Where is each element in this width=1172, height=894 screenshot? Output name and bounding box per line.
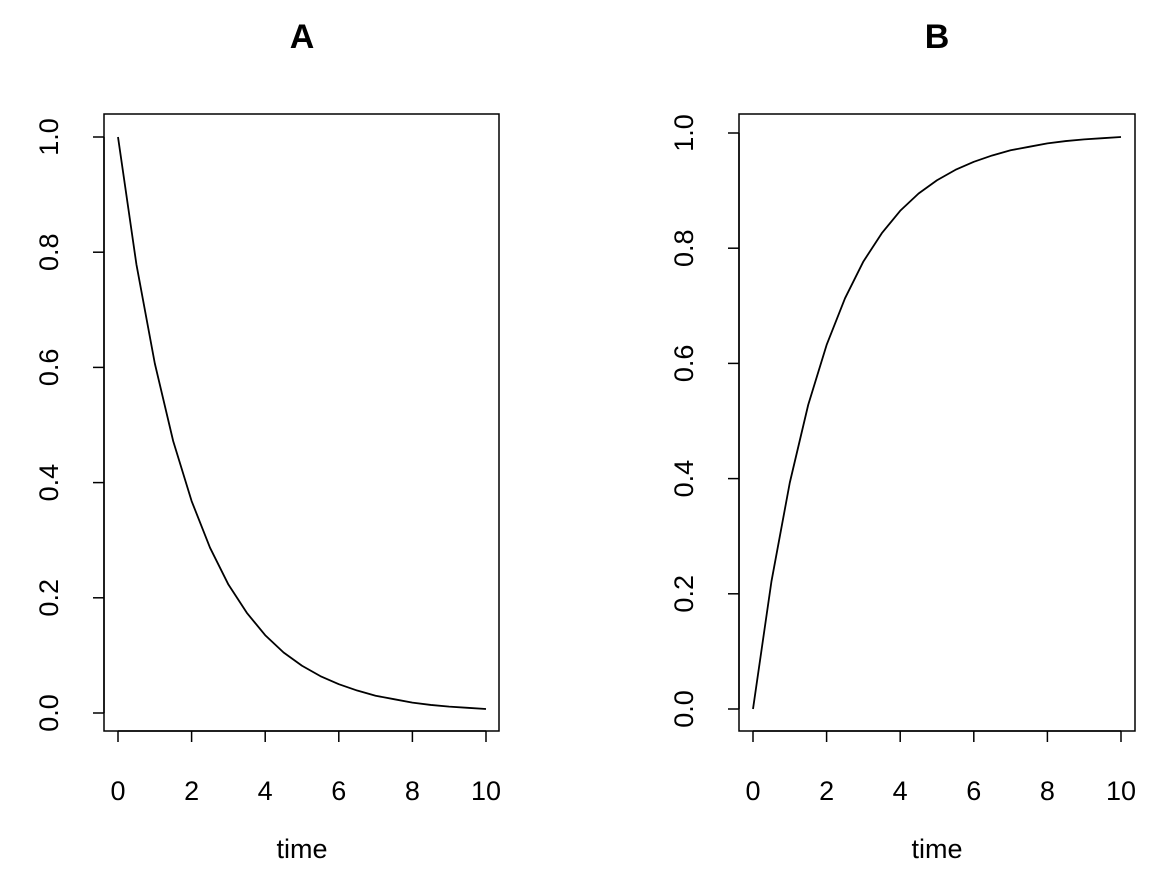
x-tick-label: 10 [1106, 776, 1136, 806]
y-tick-label: 0.4 [669, 460, 699, 498]
y-tick-label: 0.8 [669, 229, 699, 267]
x-tick-label: 8 [405, 776, 420, 806]
y-tick-label: 0.6 [669, 345, 699, 383]
plot-frame [738, 113, 1136, 732]
x-axis: 0 2 4 6 8 10 [110, 730, 501, 806]
x-tick-label: 8 [1040, 776, 1055, 806]
y-tick-label: 0.4 [34, 464, 64, 502]
y-tick-label: 0.2 [34, 579, 64, 617]
series-line [117, 136, 487, 710]
panel-a: A time 0 2 4 6 8 10 0.0 0.2 0.4 0.6 0.8 1.0 [34, 18, 501, 864]
x-tick-label: 2 [184, 776, 199, 806]
y-axis: 0.0 0.2 0.4 0.6 0.8 1.0 [669, 114, 740, 728]
y-tick-label: 1.0 [669, 114, 699, 152]
y-tick-label: 0.8 [34, 233, 64, 271]
y-tick-label: 1.0 [34, 118, 64, 156]
x-tick-label: 0 [110, 776, 125, 806]
y-tick-label: 0.0 [34, 694, 64, 732]
x-tick-label: 4 [893, 776, 908, 806]
x-axis: 0 2 4 6 8 10 [745, 730, 1136, 806]
panel-b: B time 0 2 4 6 8 10 0.0 0.2 0.4 0.6 0.8 1.0 [669, 18, 1136, 864]
series-group [117, 136, 487, 710]
x-tick-label: 6 [331, 776, 346, 806]
y-tick-label: 0.0 [669, 690, 699, 728]
chart-title: A [290, 18, 315, 56]
x-tick-label: 2 [819, 776, 834, 806]
x-tick-label: 6 [966, 776, 981, 806]
x-tick-label: 4 [258, 776, 273, 806]
x-tick-label: 0 [745, 776, 760, 806]
y-axis: 0.0 0.2 0.4 0.6 0.8 1.0 [34, 118, 105, 732]
x-axis-label: time [276, 834, 327, 864]
x-axis-label: time [911, 834, 962, 864]
series-group [752, 136, 1122, 710]
y-tick-label: 0.6 [34, 349, 64, 387]
plot-frame [103, 113, 500, 732]
x-tick-label: 10 [471, 776, 501, 806]
y-tick-label: 0.2 [669, 575, 699, 613]
chart-title: B [925, 18, 950, 56]
series-line [752, 136, 1122, 710]
